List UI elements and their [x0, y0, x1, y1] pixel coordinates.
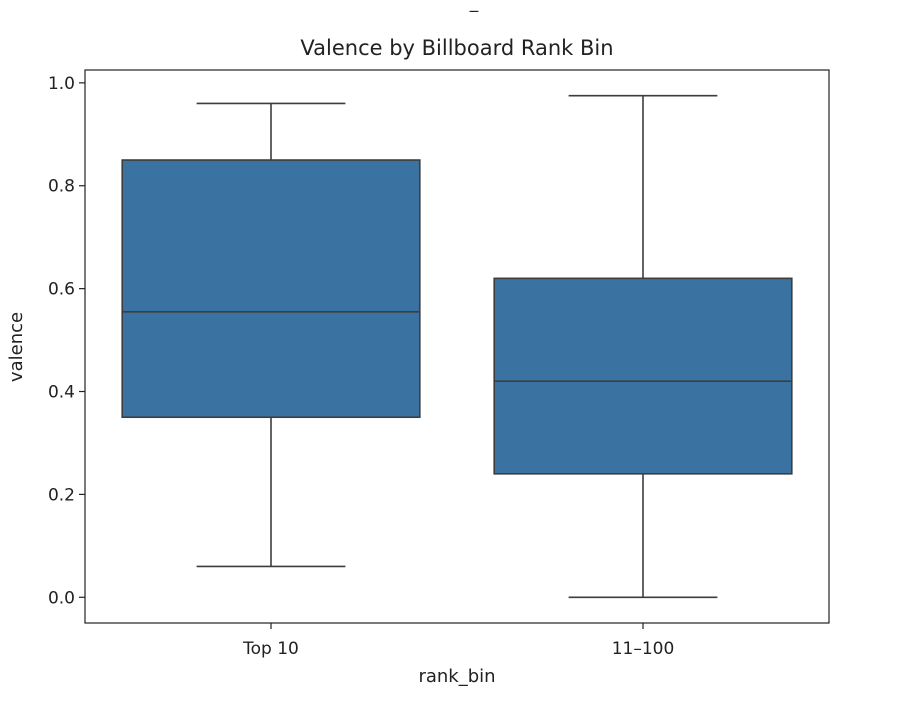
y-axis-label: valence	[6, 312, 27, 382]
y-tick-label: 0.4	[48, 383, 75, 403]
x-axis-label: rank_bin	[418, 666, 495, 687]
x-axis: Top 10 11–100	[242, 623, 674, 659]
chart-title: Valence by Billboard Rank Bin	[300, 36, 613, 60]
boxes-layer	[121, 94, 793, 599]
box	[121, 159, 421, 419]
y-tick-label: 0.0	[48, 588, 75, 608]
box-group	[493, 94, 793, 599]
top-mark: _	[469, 0, 479, 13]
y-tick-label: 0.8	[48, 177, 75, 197]
plot-area	[84, 69, 830, 624]
box-group	[121, 102, 421, 568]
x-tick-label: 11–100	[612, 639, 675, 659]
y-axis: 0.0 0.2 0.4 0.6 0.8 1.0	[48, 74, 85, 608]
y-tick-label: 0.2	[48, 485, 75, 505]
y-tick-label: 0.6	[48, 280, 75, 300]
box	[493, 277, 793, 475]
x-tick-label: Top 10	[242, 639, 299, 659]
y-tick-label: 1.0	[48, 74, 75, 94]
